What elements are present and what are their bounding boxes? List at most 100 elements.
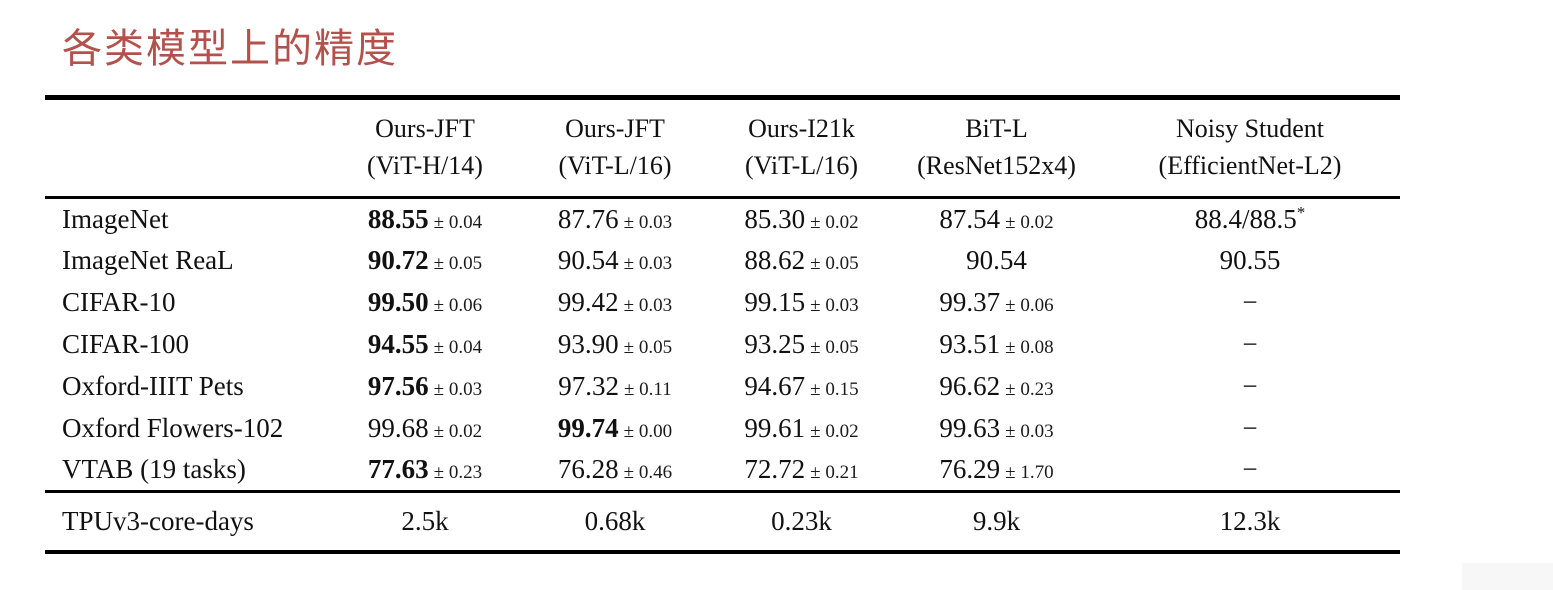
plus-minus-error: ± 0.05 bbox=[433, 253, 483, 274]
value-cell: 99.15 ± 0.03 bbox=[710, 282, 893, 324]
metric-value: 88.4/88.5 bbox=[1194, 204, 1297, 235]
value-cell: 85.30 ± 0.02 bbox=[710, 198, 893, 240]
metric-value: 94.67 bbox=[744, 371, 806, 401]
metric-value: − bbox=[1242, 413, 1258, 443]
value-cell: 88.4/88.5* bbox=[1100, 198, 1400, 240]
metric-value: − bbox=[1242, 454, 1258, 485]
value-cell: 93.51 ± 0.08 bbox=[893, 324, 1100, 366]
column-header-ours-jft-h14: Ours-JFT (ViT-H/14) bbox=[330, 97, 520, 199]
metric-value: 99.68 bbox=[367, 413, 429, 443]
value-cell: 99.74 ± 0.00 bbox=[520, 408, 710, 450]
metric-value: 99.50 bbox=[367, 287, 429, 317]
value-cell: 93.90 ± 0.05 bbox=[520, 324, 710, 366]
value-cell: − bbox=[1100, 324, 1400, 366]
value-cell: 87.54 ± 0.02 bbox=[893, 198, 1100, 240]
column-header-ours-jft-l16: Ours-JFT (ViT-L/16) bbox=[520, 97, 710, 199]
value-cell: 94.55 ± 0.04 bbox=[330, 324, 520, 366]
metric-value: 97.32 bbox=[558, 371, 619, 401]
column-header-empty bbox=[45, 97, 330, 199]
metric-value: 76.28 bbox=[557, 454, 619, 485]
metric-value: 99.74 bbox=[557, 413, 619, 443]
metric-value: 90.54 bbox=[557, 245, 619, 275]
value-cell: 90.54 ± 0.03 bbox=[520, 240, 710, 282]
metric-value: 96.62 bbox=[939, 371, 1001, 401]
row-label: CIFAR-10 bbox=[62, 287, 176, 317]
plus-minus-error: ± 0.04 bbox=[433, 337, 483, 358]
plus-minus-error: ± 0.03 bbox=[623, 295, 673, 316]
metric-value: 87.54 bbox=[939, 203, 1001, 234]
footer-value-cell: 9.9k bbox=[972, 505, 1021, 536]
metric-value: − bbox=[1242, 287, 1258, 317]
value-cell: 72.72 ± 0.21 bbox=[710, 449, 893, 493]
metric-value: 77.63 bbox=[367, 454, 429, 485]
value-cell: 97.56 ± 0.03 bbox=[330, 366, 520, 408]
value-cell: 90.72 ± 0.05 bbox=[330, 240, 520, 282]
plus-minus-error: ± 0.02 bbox=[810, 421, 859, 442]
plus-minus-error: ± 0.05 bbox=[623, 337, 673, 358]
plus-minus-error: ± 0.03 bbox=[433, 379, 483, 400]
value-cell: 87.76 ± 0.03 bbox=[520, 198, 710, 240]
superscript-asterisk: * bbox=[1296, 203, 1306, 223]
plus-minus-error: ± 0.46 bbox=[623, 462, 673, 484]
value-cell: 88.55 ± 0.04 bbox=[330, 198, 520, 240]
plus-minus-error: ± 0.03 bbox=[623, 253, 673, 274]
screenshot-artifact bbox=[1462, 563, 1553, 590]
value-cell: − bbox=[1100, 408, 1400, 450]
plus-minus-error: ± 0.03 bbox=[1005, 421, 1054, 442]
plus-minus-error: ± 0.23 bbox=[1005, 379, 1054, 400]
value-cell: − bbox=[1100, 366, 1400, 408]
row-label: ImageNet ReaL bbox=[62, 245, 234, 275]
table-row: CIFAR-100 94.55 ± 0.04 93.90 ± 0.05 93.25 ± 0.… bbox=[45, 324, 1400, 366]
metric-value: 97.56 bbox=[367, 371, 429, 401]
footer-value-cell: 2.5k bbox=[401, 505, 449, 536]
metric-value: 88.62 bbox=[744, 245, 806, 275]
column-header-line1: Ours-JFT bbox=[565, 114, 665, 143]
row-label: ImageNet bbox=[62, 203, 169, 234]
column-header-line1: BiT-L bbox=[965, 114, 1028, 143]
column-header-line2: (ViT-L/16) bbox=[744, 151, 858, 180]
metric-value: − bbox=[1242, 329, 1258, 359]
value-cell: 96.62 ± 0.23 bbox=[893, 366, 1100, 408]
plus-minus-error: ± 0.21 bbox=[810, 462, 859, 484]
value-cell: − bbox=[1100, 282, 1400, 324]
results-table: Ours-JFT (ViT-H/14) Ours-JFT (ViT-L/16) … bbox=[45, 95, 1400, 554]
plus-minus-error: ± 0.03 bbox=[623, 211, 673, 233]
plus-minus-error: ± 0.15 bbox=[810, 379, 859, 400]
plus-minus-error: ± 0.05 bbox=[810, 337, 859, 358]
footer-row: TPUv3-core-days 2.5k 0.68k 0.23k 9.9k 12… bbox=[45, 492, 1400, 552]
plus-minus-error: ± 0.03 bbox=[810, 295, 859, 316]
metric-value: 94.55 bbox=[367, 329, 429, 359]
value-cell: 99.63 ± 0.03 bbox=[893, 408, 1100, 450]
plus-minus-error: ± 0.11 bbox=[624, 379, 672, 400]
column-header-line1: Noisy Student bbox=[1175, 114, 1325, 143]
column-header-line2: (ViT-L/16) bbox=[558, 151, 672, 180]
table-row: Oxford-IIIT Pets 97.56 ± 0.03 97.32 ± 0.11 94… bbox=[45, 366, 1400, 408]
value-cell: 99.68 ± 0.02 bbox=[330, 408, 520, 450]
plus-minus-error: ± 0.06 bbox=[1005, 295, 1054, 316]
row-label: VTAB (19 tasks) bbox=[45, 449, 330, 493]
column-header-bit-l: BiT-L (ResNet152x4) bbox=[893, 97, 1100, 199]
header-row: Ours-JFT (ViT-H/14) Ours-JFT (ViT-L/16) … bbox=[45, 97, 1400, 199]
metric-value: 93.25 bbox=[744, 329, 806, 359]
table-row: Oxford Flowers-102 99.68 ± 0.02 99.74 ± 0.00… bbox=[45, 408, 1400, 450]
metric-value: 99.15 bbox=[744, 287, 806, 317]
metric-value: 87.76 bbox=[557, 203, 619, 234]
column-header-line2: (ViT-H/14) bbox=[367, 151, 483, 180]
value-cell: 76.29 ± 1.70 bbox=[893, 449, 1100, 493]
value-cell: 76.28 ± 0.46 bbox=[520, 449, 710, 493]
metric-value: − bbox=[1242, 371, 1258, 401]
metric-value: 76.29 bbox=[939, 454, 1001, 485]
plus-minus-error: ± 0.02 bbox=[1005, 211, 1054, 233]
plus-minus-error: ± 0.05 bbox=[810, 253, 859, 274]
metric-value: 99.37 bbox=[939, 287, 1001, 317]
plus-minus-error: ± 0.08 bbox=[1005, 337, 1054, 358]
page-title: 各类模型上的精度 bbox=[62, 26, 398, 71]
plus-minus-error: ± 1.70 bbox=[1005, 462, 1054, 484]
column-header-line2: (ResNet152x4) bbox=[917, 151, 1076, 180]
metric-value: 85.30 bbox=[744, 203, 806, 234]
metric-value: 88.55 bbox=[367, 203, 429, 234]
value-cell: 93.25 ± 0.05 bbox=[710, 324, 893, 366]
table-body: ImageNet 88.55 ± 0.04 87.76 ± 0.03 85.30 ± 0.0… bbox=[45, 198, 1400, 493]
table-row: ImageNet ReaL 90.72 ± 0.05 90.54 ± 0.03 88.62… bbox=[45, 240, 1400, 282]
footer-value-cell: 0.68k bbox=[584, 505, 646, 536]
